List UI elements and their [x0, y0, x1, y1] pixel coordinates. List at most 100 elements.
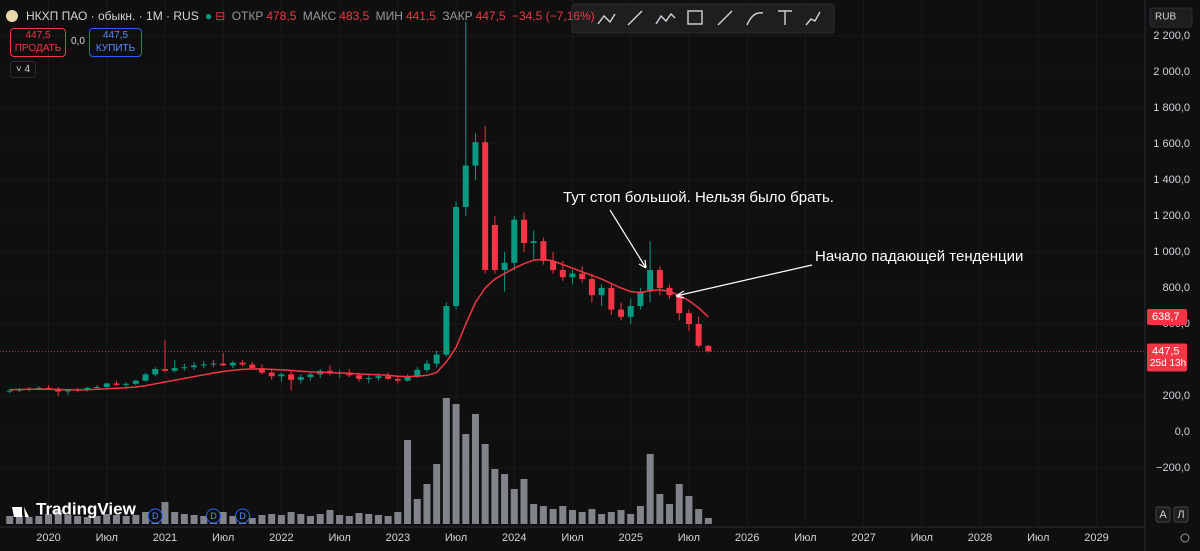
buy-price: 447,5 — [102, 30, 129, 41]
candle-body — [482, 142, 489, 270]
candle-body — [307, 374, 314, 378]
volume-bar — [345, 516, 353, 524]
volume-bar — [287, 512, 295, 524]
volume-bar — [598, 514, 606, 524]
buy-label: КУПИТЬ — [95, 43, 136, 54]
volume-bar — [452, 404, 460, 524]
close: 447,5 — [475, 9, 506, 23]
volume-bar — [122, 516, 130, 524]
sell-price: 447,5 — [25, 30, 51, 41]
y-tick-label: 1 200,0 — [1153, 210, 1190, 222]
buy-button[interactable]: 447,5 КУПИТЬ — [89, 28, 142, 57]
volume-bar — [25, 517, 33, 524]
candle-body — [210, 363, 217, 365]
x-tick-label: 2025 — [618, 532, 642, 544]
candle-body — [530, 241, 537, 243]
sell-button[interactable]: 447,5 ПРОДАТЬ — [10, 28, 66, 57]
settings-icon[interactable] — [1180, 533, 1190, 543]
candle-body — [462, 165, 469, 207]
y-tick-label: 200,0 — [1162, 390, 1190, 402]
candle-body — [200, 364, 207, 366]
volume-bar — [394, 512, 402, 524]
candle-body — [656, 270, 663, 288]
x-tick-label: Июл — [1027, 532, 1049, 544]
volume-bar — [326, 510, 334, 524]
sell-label: ПРОДАТЬ — [14, 43, 62, 54]
candle-body — [229, 362, 236, 366]
volume-bar — [539, 506, 547, 524]
dividend-marker — [205, 508, 221, 524]
currency-select[interactable] — [1149, 7, 1193, 28]
x-tick-label: Июл — [561, 532, 583, 544]
volume-bar — [433, 464, 441, 524]
legend: НКХП ПАО · обыкн. · 1M · RUS ● ⊟ ОТКР 478,… — [26, 9, 595, 23]
candle-body — [258, 368, 265, 373]
volume-bar — [297, 514, 305, 524]
candle-body — [627, 306, 634, 317]
indicators-count: 4 — [24, 64, 31, 75]
candle-body — [278, 374, 285, 377]
volume-bar — [93, 516, 101, 524]
spread: 0,0 — [71, 36, 85, 47]
volume-bar — [277, 515, 285, 524]
candle-body — [385, 376, 392, 379]
x-tick-label: Июл — [212, 532, 234, 544]
low-label: МИН — [375, 9, 403, 23]
x-tick-label: 2026 — [735, 532, 759, 544]
auto-button[interactable] — [1155, 506, 1171, 523]
candle-body — [288, 374, 295, 380]
volume-bar — [258, 515, 266, 524]
candle-body — [64, 389, 71, 392]
y-tick-label: 1 600,0 — [1153, 138, 1190, 150]
candle-body — [443, 306, 450, 355]
volume-bar — [559, 506, 567, 524]
close-label: ЗАКР — [442, 9, 473, 23]
volume-bar — [471, 414, 479, 524]
volume-bar — [636, 506, 644, 524]
indicators-toggle[interactable]: ˅ 4 — [10, 61, 36, 78]
candle-body — [123, 383, 130, 385]
x-tick-label: 2029 — [1084, 532, 1108, 544]
candle-body — [511, 219, 518, 263]
volume-bar — [171, 512, 179, 524]
volume-bar — [132, 515, 140, 524]
candle-body — [239, 362, 246, 365]
volume-bar — [229, 516, 237, 524]
candle-body — [676, 295, 683, 314]
drawing-toolbar[interactable] — [571, 3, 835, 34]
volume-bar — [501, 474, 509, 524]
arrowhead — [675, 290, 685, 299]
volume-bar — [491, 469, 499, 524]
x-tick-label: Июл — [794, 532, 816, 544]
candle-body — [453, 207, 460, 306]
candle-body — [647, 270, 654, 292]
toolbar-icons — [597, 10, 821, 26]
volume-bar — [316, 514, 324, 524]
candle-body — [161, 369, 168, 371]
volume-bar — [704, 518, 712, 524]
volume-bar — [462, 434, 470, 524]
candle-body — [365, 378, 372, 379]
candle-body — [356, 375, 363, 379]
volume-bar — [74, 516, 82, 524]
candle-body — [520, 219, 527, 243]
log-label: Л — [1177, 509, 1184, 521]
candle-body — [6, 390, 13, 392]
candle-body — [142, 374, 149, 381]
x-tick-label: Июл — [445, 532, 467, 544]
candle-body — [433, 354, 440, 364]
candle-body — [579, 273, 586, 279]
volume-bar — [45, 514, 53, 524]
candle-body — [491, 225, 498, 270]
auto-label: A — [1159, 509, 1167, 521]
volume-bar — [510, 489, 518, 524]
candle-body — [705, 345, 712, 352]
volume-bar — [656, 494, 664, 524]
high: 483,5 — [339, 9, 370, 23]
log-button[interactable] — [1173, 506, 1189, 523]
candle-body — [181, 367, 188, 369]
y-tick-label: 2 000,0 — [1153, 66, 1190, 78]
volume-bar — [54, 510, 62, 524]
candle-body — [249, 364, 256, 369]
dividend-label: D — [210, 511, 217, 521]
